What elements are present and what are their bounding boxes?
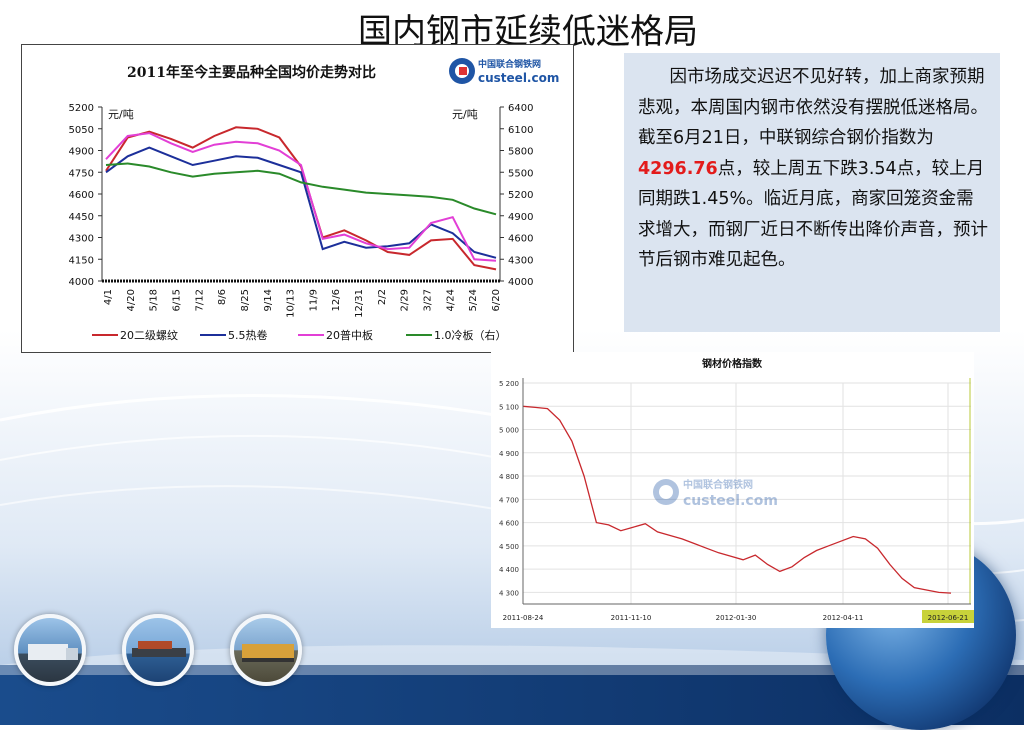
chart1-logo-top: 中国联合钢铁网 [478, 58, 541, 70]
chart1-right-tick-label: 4600 [508, 234, 533, 245]
chart1-legend-label: 20普中板 [326, 328, 373, 342]
chart2-watermark-bottom: custeel.com [683, 493, 778, 509]
chart1-unit-right: 元/吨 [452, 108, 478, 121]
cargo-ship-photo [122, 614, 194, 686]
steel-price-index-chart: 钢材价格指数 中国联合钢铁网 custeel.com 4 300 4 400 4 5… [491, 352, 974, 628]
chart2-watermark: 中国联合钢铁网 custeel.com [653, 478, 778, 509]
chart1-legend-label: 1.0冷板（右） [434, 328, 507, 342]
chart2-y-tick-label: 5 100 [499, 403, 519, 411]
chart1-x-tick-label: 7/12 [194, 289, 205, 311]
chart1-x-tick-label: 12/6 [331, 289, 342, 311]
chart1-x-tick-label: 8/25 [240, 289, 251, 311]
index-value-highlight: 4296.76 [638, 158, 718, 179]
chart1-x-tick-label: 2/2 [377, 289, 388, 305]
chart2-y-tick-label: 4 700 [499, 496, 519, 504]
chart1-x-tick-label: 5/24 [468, 289, 479, 311]
chart1-left-tick-label: 4000 [69, 277, 94, 288]
chart1-x-tick-label: 12/31 [354, 289, 365, 318]
commentary-text-box: 因市场成交迟迟不见好转，加上商家预期悲观，本周国内钢市依然没有摆脱低迷格局。截至… [624, 53, 1000, 332]
chart1-right-tick-label: 6400 [508, 103, 533, 114]
chart2-y-tick-label: 4 500 [499, 543, 519, 551]
chart1-legend: 20二级螺纹 5.5热卷 20普中板 1.0冷板（右） [92, 328, 507, 342]
chart2-y-tick-label: 4 600 [499, 520, 519, 528]
chart2-index-line [522, 405, 952, 594]
chart1-x-tick-label: 11/9 [308, 289, 319, 311]
chart1-x-tick-label: 4/20 [126, 289, 137, 311]
chart1-x-tick-label: 4/1 [103, 289, 114, 305]
truck-photo [14, 614, 86, 686]
chart2-y-tick-label: 4 900 [499, 450, 519, 458]
commentary-part2: 点，较上周五下跌3.54点，较上月同期跌1.45%。临近月底，商家回笼资金需求增… [638, 158, 988, 271]
price-trend-svg: 2011年至今主要品种全国均价走势对比 中国联合钢铁网 custeel.com … [69, 58, 559, 342]
chart1-legend-label: 20二级螺纹 [120, 328, 178, 342]
chart1-x-tick-label: 2/29 [400, 289, 411, 311]
commentary-paragraph: 因市场成交迟迟不见好转，加上商家预期悲观，本周国内钢市依然没有摆脱低迷格局。截至… [638, 62, 988, 276]
chart1-x-tick-label: 8/6 [217, 289, 228, 305]
chart1-legend-label: 5.5热卷 [228, 328, 268, 342]
chart1-left-tick-label: 4600 [69, 190, 94, 201]
chart1-x-tick-label: 10/13 [286, 289, 297, 318]
chart1-right-tick-label: 5500 [508, 168, 533, 179]
custeel-logo: 中国联合钢铁网 custeel.com [449, 58, 559, 85]
chart2-current-date-badge [922, 610, 974, 623]
chart1-left-tick-label: 5200 [69, 103, 94, 114]
chart1-right-tick-label: 4000 [508, 277, 533, 288]
chart2-x-tick-label: 2012-04-11 [823, 614, 864, 622]
chart1-right-tick-label: 5800 [508, 147, 533, 158]
chart1-right-tick-label: 6100 [508, 125, 533, 136]
chart2-title: 钢材价格指数 [702, 357, 763, 370]
chart2-y-tick-label: 5 200 [499, 380, 519, 388]
chart1-right-tick-label: 4300 [508, 255, 533, 266]
chart1-right-tick-label: 4900 [508, 212, 533, 223]
train-photo [230, 614, 302, 686]
chart1-left-tick-label: 4750 [69, 168, 94, 179]
chart1-logo-bottom: custeel.com [478, 71, 559, 85]
chart2-y-tick-label: 5 000 [499, 427, 519, 435]
chart1-x-tick-label: 5/18 [149, 289, 160, 311]
chart1-left-tick-label: 5050 [69, 125, 94, 136]
chart2-y-tick-label: 4 800 [499, 473, 519, 481]
chart1-x-tick-label: 4/24 [445, 289, 456, 311]
chart1-left-tick-label: 4450 [69, 212, 94, 223]
chart1-series-line [105, 162, 497, 216]
chart1-left-tick-label: 4150 [69, 255, 94, 266]
chart1-title: 2011年至今主要品种全国均价走势对比 [127, 64, 376, 81]
chart1-x-tick-label: 6/15 [171, 289, 182, 311]
commentary-part1: 因市场成交迟迟不见好转，加上商家预期悲观，本周国内钢市依然没有摆脱低迷格局。截至… [638, 67, 988, 148]
chart1-x-tick-label: 6/20 [491, 289, 502, 311]
chart2-watermark-top: 中国联合钢铁网 [683, 478, 753, 491]
chart2-y-tick-label: 4 400 [499, 566, 519, 574]
chart1-right-tick-label: 5200 [508, 190, 533, 201]
chart2-y-tick-label: 4 300 [499, 589, 519, 597]
chart1-x-tick-label: 3/27 [423, 289, 434, 311]
chart1-unit-left: 元/吨 [108, 108, 134, 121]
chart2-x-tick-label: 2012-01-30 [716, 614, 757, 622]
chart1-left-tick-label: 4900 [69, 147, 94, 158]
chart1-x-tick-label: 9/14 [263, 289, 274, 311]
chart2-x-tick-label: 2011-11-10 [611, 614, 652, 622]
chart1-series-line [105, 132, 497, 262]
price-trend-chart: 2011年至今主要品种全国均价走势对比 中国联合钢铁网 custeel.com … [21, 44, 574, 353]
steel-price-index-svg: 钢材价格指数 中国联合钢铁网 custeel.com 4 300 4 400 4 5… [499, 357, 974, 623]
chart2-x-tick-label: 2012-06-21 [928, 614, 969, 622]
chart1-left-tick-label: 4300 [69, 234, 94, 245]
chart2-x-tick-label: 2011-08-24 [503, 614, 544, 622]
